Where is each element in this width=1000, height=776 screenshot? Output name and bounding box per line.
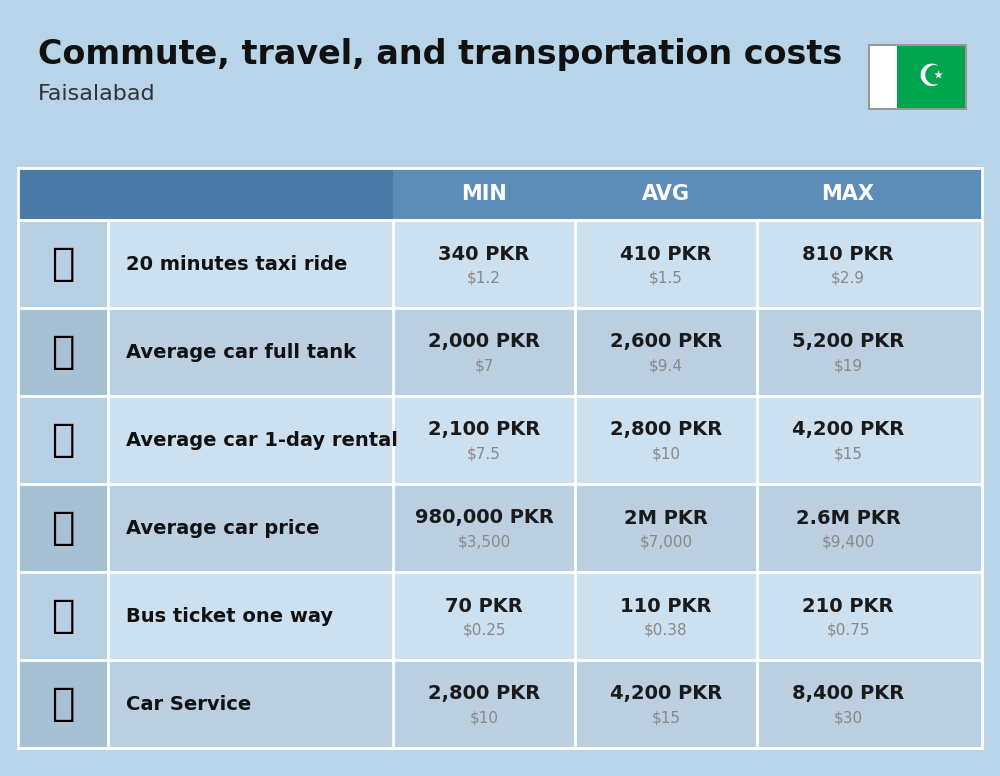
Text: $15: $15 [834,446,862,462]
Text: 🚗: 🚗 [51,509,75,547]
Text: 4,200 PKR: 4,200 PKR [610,684,722,704]
Text: 980,000 PKR: 980,000 PKR [415,508,553,528]
Text: Commute, travel, and transportation costs: Commute, travel, and transportation cost… [38,38,842,71]
FancyBboxPatch shape [18,168,982,220]
Text: 2,100 PKR: 2,100 PKR [428,421,540,439]
Text: $7.5: $7.5 [467,446,501,462]
Text: 70 PKR: 70 PKR [445,597,523,615]
FancyBboxPatch shape [868,44,967,110]
Text: $1.2: $1.2 [467,271,501,286]
Text: 🚌: 🚌 [51,597,75,635]
Text: $2.9: $2.9 [831,271,865,286]
Text: $0.38: $0.38 [644,622,688,638]
FancyBboxPatch shape [18,396,982,484]
Text: 340 PKR: 340 PKR [438,244,530,264]
FancyBboxPatch shape [18,572,108,660]
Text: 4,200 PKR: 4,200 PKR [792,421,904,439]
Text: $1.5: $1.5 [649,271,683,286]
FancyBboxPatch shape [18,572,982,660]
FancyBboxPatch shape [18,484,108,572]
Text: 🚕: 🚕 [51,245,75,283]
Text: $9,400: $9,400 [821,535,875,549]
Text: 2M PKR: 2M PKR [624,508,708,528]
FancyBboxPatch shape [18,220,108,308]
Text: ☪: ☪ [917,63,944,92]
Text: 20 minutes taxi ride: 20 minutes taxi ride [126,255,347,273]
Text: 410 PKR: 410 PKR [620,244,712,264]
Text: ⛽: ⛽ [51,333,75,371]
Text: Average car full tank: Average car full tank [126,342,356,362]
Text: $0.75: $0.75 [826,622,870,638]
Text: $15: $15 [652,711,680,726]
FancyBboxPatch shape [18,220,982,308]
Text: 🔧: 🔧 [51,685,75,723]
Text: Average car price: Average car price [126,518,320,538]
Text: 810 PKR: 810 PKR [802,244,894,264]
Text: MIN: MIN [461,184,507,204]
FancyBboxPatch shape [18,484,982,572]
Text: Faisalabad: Faisalabad [38,84,156,104]
Text: 2,800 PKR: 2,800 PKR [428,684,540,704]
FancyBboxPatch shape [18,396,108,484]
Text: 5,200 PKR: 5,200 PKR [792,332,904,352]
Text: $3,500: $3,500 [457,535,511,549]
Text: Bus ticket one way: Bus ticket one way [126,607,333,625]
Text: AVG: AVG [642,184,690,204]
Text: $10: $10 [470,711,498,726]
FancyBboxPatch shape [870,46,897,108]
Text: 110 PKR: 110 PKR [620,597,712,615]
FancyBboxPatch shape [18,308,982,396]
Text: 2.6M PKR: 2.6M PKR [796,508,900,528]
Text: Car Service: Car Service [126,695,251,713]
Text: MAX: MAX [822,184,874,204]
FancyBboxPatch shape [18,660,982,748]
Text: $0.25: $0.25 [462,622,506,638]
Text: 2,800 PKR: 2,800 PKR [610,421,722,439]
Text: 🚙: 🚙 [51,421,75,459]
Text: $10: $10 [652,446,680,462]
Text: $30: $30 [833,711,863,726]
FancyBboxPatch shape [18,168,108,220]
Text: 210 PKR: 210 PKR [802,597,894,615]
Text: $7,000: $7,000 [639,535,693,549]
FancyBboxPatch shape [18,308,108,396]
Text: 2,000 PKR: 2,000 PKR [428,332,540,352]
FancyBboxPatch shape [897,46,965,108]
Text: $7: $7 [474,359,494,373]
FancyBboxPatch shape [18,660,108,748]
Text: 2,600 PKR: 2,600 PKR [610,332,722,352]
Text: 8,400 PKR: 8,400 PKR [792,684,904,704]
Text: $9.4: $9.4 [649,359,683,373]
FancyBboxPatch shape [108,168,393,220]
Text: Average car 1-day rental: Average car 1-day rental [126,431,398,449]
Text: $19: $19 [833,359,863,373]
